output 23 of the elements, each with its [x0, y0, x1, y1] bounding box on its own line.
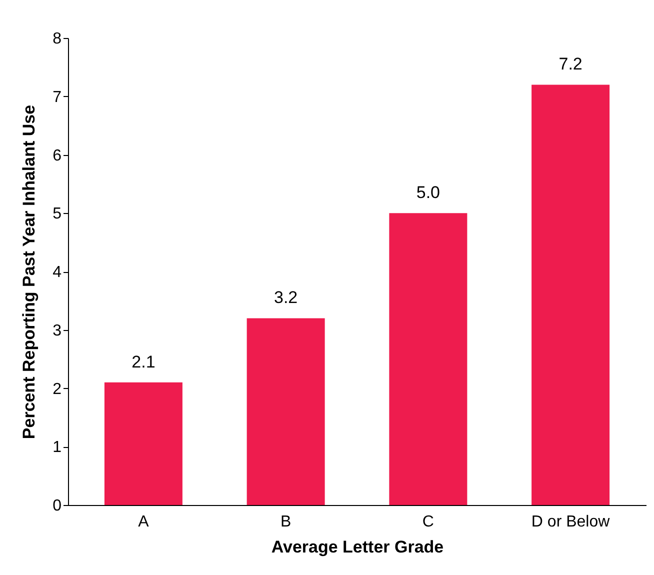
- data-label: 3.2: [274, 288, 298, 308]
- x-tick-label: A: [138, 514, 150, 530]
- bar: [104, 382, 182, 505]
- y-tick-label: 0: [52, 498, 62, 514]
- y-tick-label: 1: [52, 439, 62, 456]
- y-tick-label: 5: [52, 206, 62, 223]
- x-axis-title: Average Letter Grade: [271, 538, 444, 556]
- y-tick-label: 2: [52, 380, 62, 398]
- y-tick-label: 6: [52, 147, 62, 164]
- bar: [532, 84, 610, 505]
- x-tick-label: D or Below: [531, 514, 610, 530]
- y-axis-title: Percent Reporting Past Year Inhalant Use: [20, 104, 39, 440]
- y-tick-label: 8: [52, 30, 62, 48]
- data-label: 7.2: [558, 54, 582, 74]
- y-tick-label: 3: [52, 322, 62, 340]
- y-tick-label: 7: [52, 88, 62, 106]
- bar: [246, 318, 325, 505]
- x-tick-label: C: [422, 514, 434, 530]
- bar: [389, 213, 468, 505]
- data-label: 5.0: [416, 183, 440, 202]
- x-tick-label: B: [280, 514, 292, 530]
- y-tick-label: 4: [52, 264, 62, 281]
- data-label: 2.1: [132, 352, 156, 372]
